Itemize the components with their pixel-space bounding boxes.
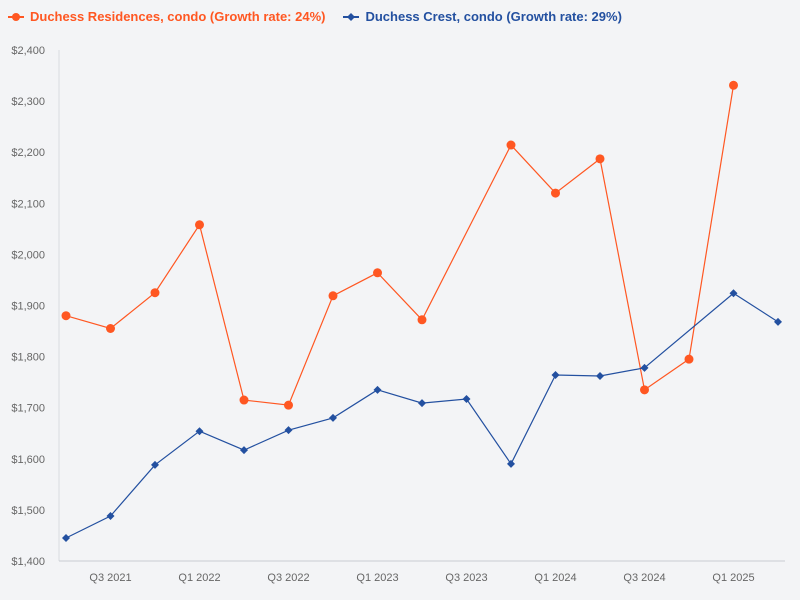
series-line-1 [65,292,779,539]
y-tick-label: $2,300 [11,96,45,108]
legend: Duchess Residences, condo (Growth rate: … [8,9,622,24]
y-tick-label: $1,700 [11,403,45,415]
data-point [418,399,426,408]
data-point [240,446,248,455]
data-point [551,188,560,198]
diamond-marker-icon [343,12,360,21]
data-point [551,370,560,379]
data-point [150,288,160,298]
x-tick-label: Q3 2023 [445,572,487,584]
x-tick-label: Q3 2022 [267,572,309,584]
y-tick-label: $1,500 [11,505,45,517]
data-point [284,400,293,410]
data-point [774,317,782,326]
data-point [106,512,115,521]
data-point [151,460,159,469]
data-point [373,268,382,278]
x-tick-label: Q1 2023 [356,572,398,584]
data-point [328,291,338,301]
y-tick-label: $2,200 [11,147,45,159]
y-tick-label: $1,600 [11,454,45,466]
data-point [640,385,649,395]
data-point [507,459,515,468]
legend-item-residences[interactable]: Duchess Residences, condo (Growth rate: … [8,9,325,24]
y-tick-label: $1,400 [11,556,45,568]
legend-item-crest[interactable]: Duchess Crest, condo (Growth rate: 29%) [343,9,622,24]
data-point [595,154,605,164]
y-tick-label: $2,400 [11,45,45,57]
legend-label: Duchess Residences, condo (Growth rate: … [30,9,326,24]
legend-label: Duchess Crest, condo (Growth rate: 29%) [365,9,622,24]
y-tick-label: $2,100 [11,198,45,210]
data-point [106,323,115,333]
data-point [239,395,249,405]
data-point [195,427,204,436]
data-point [61,311,71,321]
x-tick-label: Q3 2021 [89,572,131,584]
data-point [596,372,604,381]
y-tick-label: $1,900 [11,301,45,313]
data-point [195,220,204,230]
data-point [62,534,70,543]
data-point [373,385,382,394]
y-tick-label: $1,800 [11,352,45,364]
x-tick-label: Q1 2022 [178,572,220,584]
data-point [640,363,649,372]
x-tick-label: Q3 2024 [623,572,665,584]
y-tick-label: $2,000 [11,249,45,261]
data-point [729,289,738,298]
data-point [684,354,694,364]
data-point [417,315,427,325]
data-point [284,426,293,435]
data-point [729,80,738,90]
data-point [329,413,337,422]
data-point [462,395,471,404]
x-tick-label: Q1 2024 [534,572,576,584]
circle-marker-icon [8,12,24,21]
data-point [506,140,516,150]
series-line-0 [65,85,735,406]
x-tick-label: Q1 2025 [712,572,754,584]
